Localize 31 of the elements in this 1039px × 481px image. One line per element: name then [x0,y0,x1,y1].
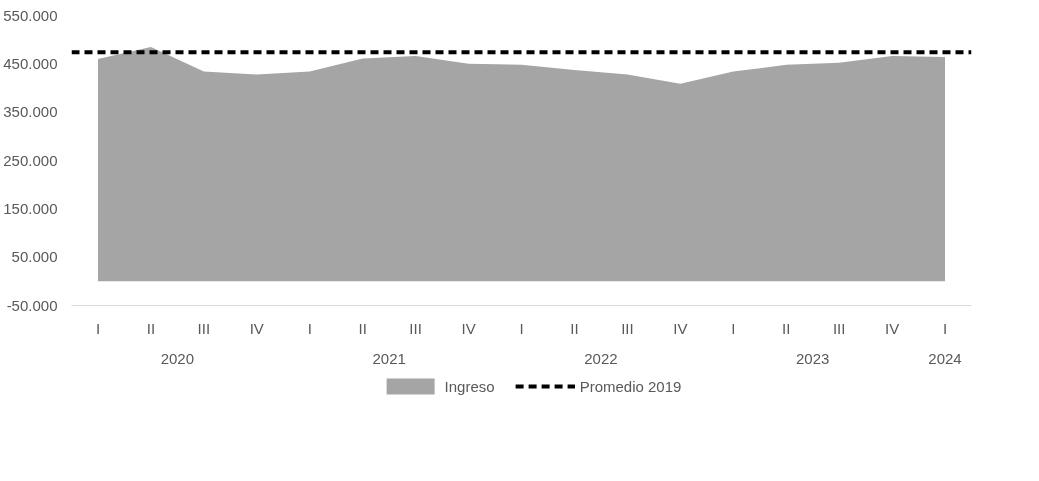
x-tick-label: III [621,319,634,337]
x-tick-label: I [95,319,101,337]
y-tick-label: 250.000 [3,151,58,169]
y-tick-label: 450.000 [3,54,58,72]
x-tick-label: I [519,319,524,337]
text: 2022 [584,349,618,367]
y-tick-label: 550.000 [3,6,58,24]
text: 2020 [160,349,195,367]
legend-label: Promedio 2019 [579,377,682,395]
legend-label: Ingreso [444,377,495,395]
text: 2023 [795,349,830,367]
x-tick-label: II [358,319,367,337]
x-tick-label: II [146,319,156,337]
x-tick-label: I [942,319,948,337]
x-tick-label: IV [249,319,264,337]
x-tick-label: II [782,319,791,337]
y-tick-label: 150.000 [3,199,58,217]
y-tick-label: 350.000 [3,103,58,121]
x-tick-label: III [832,319,846,337]
x-tick-label: IV [673,319,688,337]
x-tick-label: I [307,319,312,337]
x-tick-label: IV [885,319,900,337]
text: 2021 [372,349,406,367]
x-tick-label: II [570,319,579,337]
text: 2024 [928,349,962,367]
y-tick-label: -50.000 [6,296,58,314]
x-tick-label: IV [461,319,476,337]
y-tick-label: 50.000 [11,248,58,266]
x-tick-label: III [409,319,422,337]
x-tick-label: III [197,319,211,337]
x-tick-label: I [731,319,736,337]
